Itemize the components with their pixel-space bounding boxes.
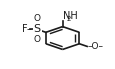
Text: O: O [33, 35, 40, 44]
Text: –O–: –O– [87, 42, 103, 51]
Text: F: F [22, 24, 28, 34]
Text: NH: NH [62, 11, 77, 21]
Text: S: S [33, 24, 40, 34]
Text: 2: 2 [66, 16, 70, 22]
Text: –: – [27, 24, 31, 34]
Text: O: O [33, 14, 40, 23]
